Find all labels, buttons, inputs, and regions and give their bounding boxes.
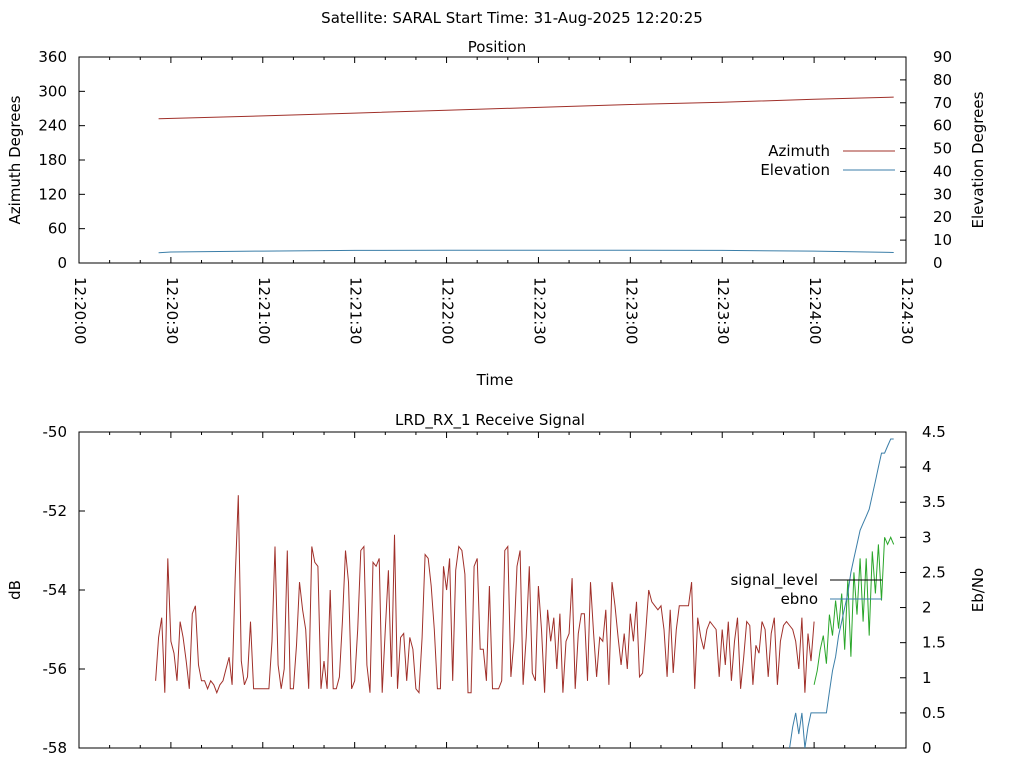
position-y2tick-label: 30	[933, 185, 952, 203]
signal-title: LRD_RX_1 Receive Signal	[395, 411, 585, 430]
position-ytick-label: 360	[38, 48, 67, 66]
legend-label-ebno: ebno	[781, 590, 818, 608]
series-line-azimuth	[158, 96, 894, 120]
position-y2tick-label: 60	[933, 117, 952, 135]
series-line-elevation	[158, 249, 894, 254]
position-ytick-label: 120	[38, 185, 67, 203]
position-ytick-label: 300	[38, 82, 67, 100]
signal-y2tick-label: 1	[922, 669, 932, 687]
position-y2tick-label: 20	[933, 208, 952, 226]
position-xtick-label: 12:21:00	[255, 277, 273, 344]
position-y2tick-label: 10	[933, 231, 952, 249]
position-xtick-label: 12:24:00	[806, 277, 824, 344]
position-ytick-label: 180	[38, 151, 67, 169]
signal-y2tick-label: 3	[922, 528, 932, 546]
position-xtick-label: 12:20:30	[163, 277, 181, 344]
signal-ytick-label: -50	[43, 423, 68, 441]
signal-ytick-label: -52	[43, 502, 68, 520]
position-ytick-label: 0	[57, 254, 67, 272]
series-line-ebno	[813, 536, 895, 685]
signal-ytick-label: -54	[43, 581, 68, 599]
position-ytick-label: 240	[38, 117, 67, 135]
series-line-ebno-alt	[789, 438, 894, 749]
chart-header: Satellite: SARAL Start Time: 31-Aug-2025…	[321, 9, 703, 27]
legend-label-azimuth: Azimuth	[768, 142, 830, 160]
position-y2tick-label: 80	[933, 71, 952, 89]
signal-y2tick-label: 2	[922, 599, 932, 617]
signal-ylabel: dB	[6, 580, 24, 600]
position-ytick-label: 60	[48, 220, 67, 238]
position-y2tick-label: 90	[933, 48, 952, 66]
position-xtick-label: 12:23:00	[622, 277, 640, 344]
signal-ytick-label: -56	[43, 660, 68, 678]
position-xtick-label: 12:23:30	[714, 277, 732, 344]
position-axes: 0 60 120 180 240 300 360 0 10 20 30 40 50 60 70 80 90 12:…	[38, 48, 952, 344]
position-xlabel: Time	[476, 371, 514, 389]
position-plot-frame	[78, 56, 907, 264]
signal-series	[155, 438, 895, 749]
position-ylabel: Azimuth Degrees	[6, 95, 24, 224]
position-xtick-label: 12:22:00	[439, 277, 457, 344]
position-y2tick-label: 70	[933, 94, 952, 112]
position-y2tick-label: 40	[933, 162, 952, 180]
signal-y2label: Eb/No	[969, 568, 987, 612]
position-series	[158, 96, 894, 254]
legend-label-elevation: Elevation	[760, 161, 830, 179]
position-xtick-label: 12:22:30	[530, 277, 548, 344]
series-line-signal-level	[155, 495, 815, 695]
signal-y2tick-label: 0	[922, 739, 932, 757]
signal-y2tick-label: 3.5	[922, 493, 946, 511]
signal-y2tick-label: 0.5	[922, 704, 946, 722]
signal-axes: -50 -52 -54 -56 -58 0 0.5 1 1.5 2 2.5 3 3.5 4 4.5	[43, 423, 946, 757]
position-xtick-label: 12:20:00	[71, 277, 89, 344]
position-xtick-label: 12:24:30	[898, 277, 916, 344]
position-y2tick-label: 50	[933, 140, 952, 158]
position-y2label: Elevation Degrees	[969, 91, 987, 228]
signal-ytick-label: -58	[43, 739, 68, 757]
position-xtick-label: 12:21:30	[347, 277, 365, 344]
signal-y2tick-label: 2.5	[922, 563, 946, 581]
position-y2tick-label: 0	[933, 254, 943, 272]
signal-y2tick-label: 1.5	[922, 634, 946, 652]
signal-y2tick-label: 4.5	[922, 423, 946, 441]
position-title: Position	[468, 38, 526, 56]
legend-label-signal-level: signal_level	[730, 571, 818, 590]
signal-y2tick-label: 4	[922, 458, 932, 476]
